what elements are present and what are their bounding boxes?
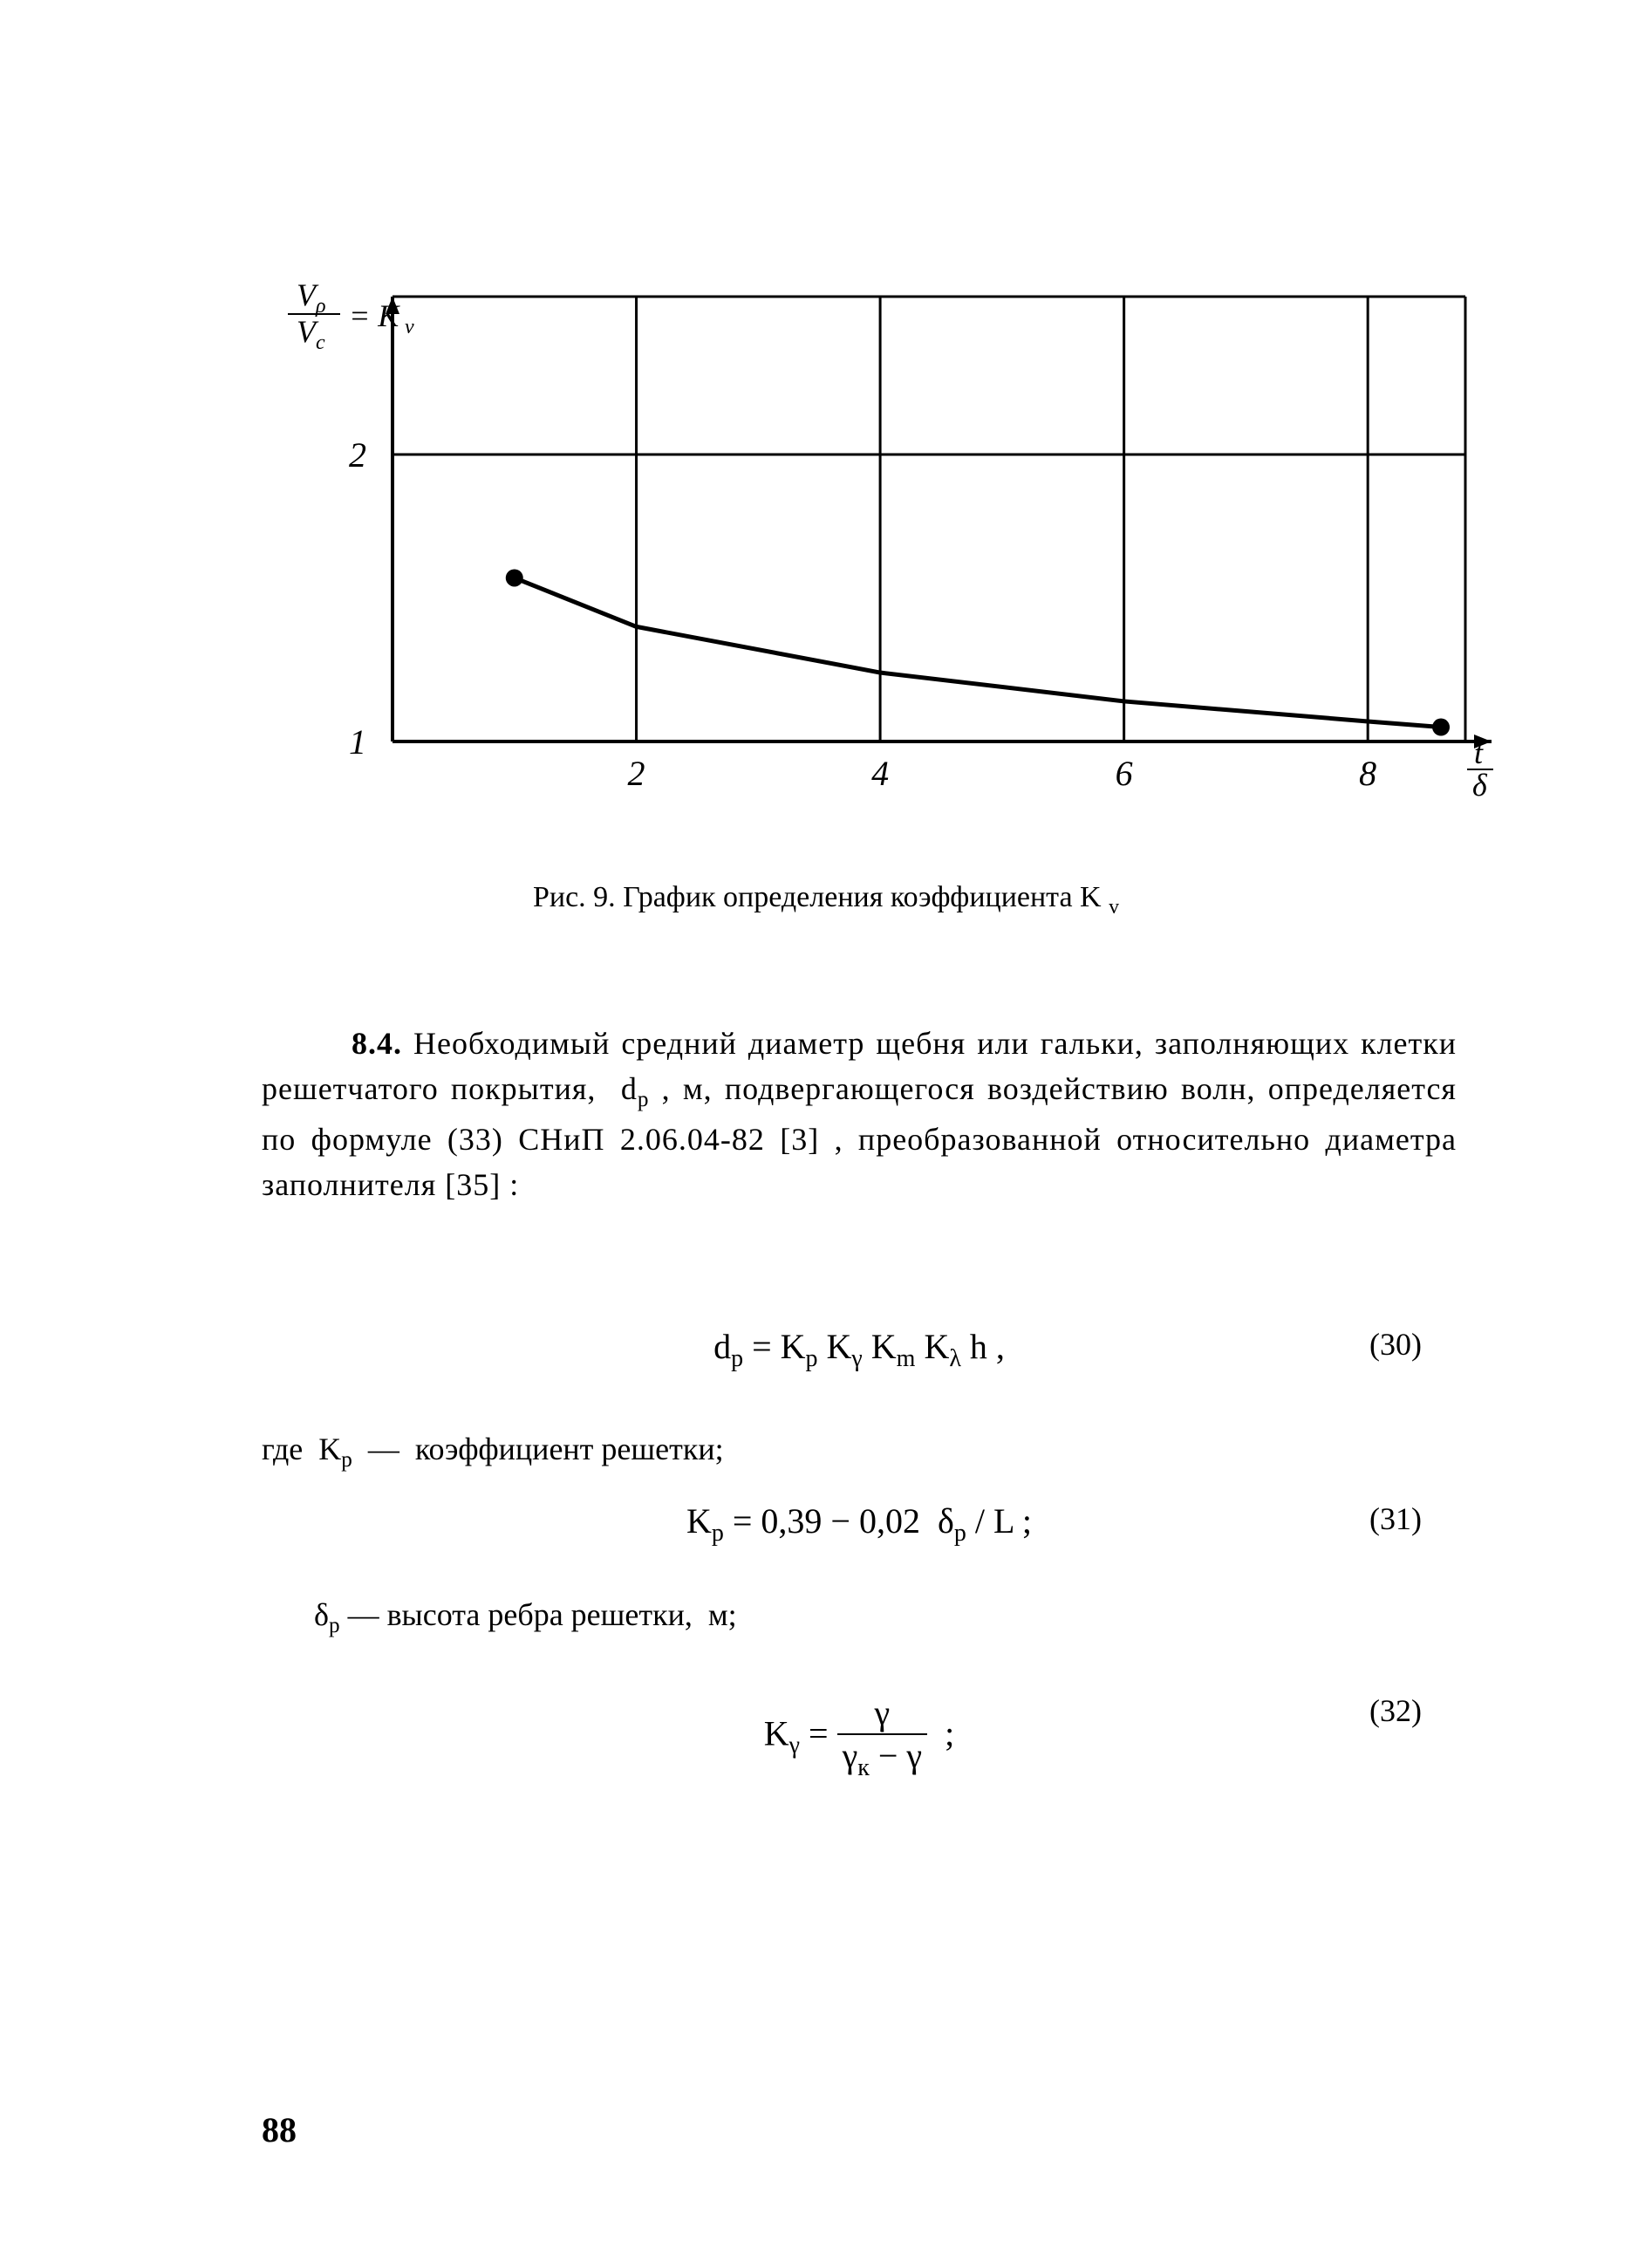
figure-caption: Рис. 9. График определения коэффициента … xyxy=(0,881,1652,919)
svg-text:δ: δ xyxy=(1472,768,1488,803)
svg-text:4: 4 xyxy=(871,754,889,793)
para-text: Необходимый средний диаметр щебня или га… xyxy=(262,1026,1457,1202)
svg-text:= K: = K xyxy=(349,298,400,333)
caption-prefix: Рис. 9. xyxy=(533,881,623,913)
equation-31: Kp = 0,39 − 0,02 δp / L ; (31) xyxy=(262,1500,1457,1548)
caption-sub: v xyxy=(1109,896,1119,919)
paragraph-8-4: 8.4. Необходимый средний диаметр щебня и… xyxy=(262,1021,1457,1207)
equation-30: dp = Kp Kγ Km Kλ h , (30) xyxy=(262,1326,1457,1373)
svg-text:8: 8 xyxy=(1359,754,1376,793)
svg-text:2: 2 xyxy=(628,754,645,793)
svg-text:v: v xyxy=(405,316,414,338)
eqnum-32: (32) xyxy=(1369,1692,1422,1729)
svg-text:t: t xyxy=(1474,735,1484,770)
where-kp: где Kp — коэффициент решетки; xyxy=(262,1431,1457,1473)
svg-text:2: 2 xyxy=(349,435,366,475)
equation-32: Kγ = γ γк − γ ; (32) xyxy=(262,1692,1457,1782)
eq32-num: γ xyxy=(837,1692,928,1735)
eqnum-30: (30) xyxy=(1369,1326,1422,1363)
eqnum-31: (31) xyxy=(1369,1500,1422,1537)
svg-text:c: c xyxy=(316,331,325,354)
svg-text:6: 6 xyxy=(1116,754,1133,793)
eq32-den: γк − γ xyxy=(837,1735,928,1782)
where-deltap: δp — высота ребра решетки, м; xyxy=(262,1596,1509,1638)
kv-chart-svg: 246812VρVc= Kvtδ xyxy=(279,262,1518,820)
para-number: 8.4. xyxy=(352,1026,402,1061)
page-number: 88 xyxy=(262,2109,297,2150)
kv-chart: 246812VρVc= Kvtδ xyxy=(279,262,1518,820)
caption-text: График определения коэффициента K xyxy=(623,881,1101,913)
svg-text:1: 1 xyxy=(349,722,366,762)
